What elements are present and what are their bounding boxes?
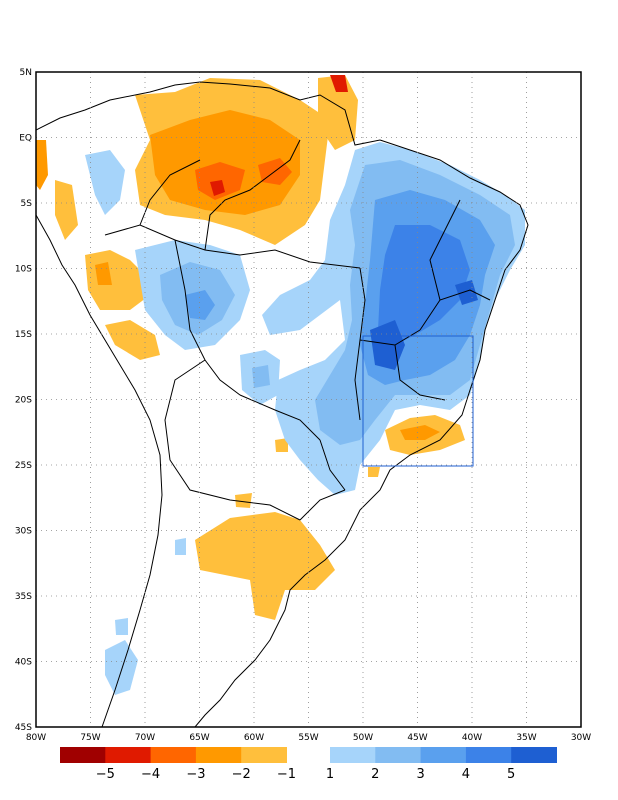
colorbar-negative-label: −1 [277,767,296,782]
colorbar-positive-label: 2 [371,767,379,782]
analysis-box [362,335,474,467]
lat-tick-label: 5N [20,68,32,78]
lon-tick-label: 30W [571,733,591,743]
lat-tick-label: 40S [15,658,32,668]
colorbar-positive-swatch [330,747,376,763]
colorbar-negative-label: −2 [232,767,251,782]
lon-tick-label: 70W [135,733,155,743]
south-america-coastline [36,81,529,727]
colorbar-positive-swatch [511,747,557,763]
positive-anomaly-northeast-l4 [378,225,470,345]
lon-tick-label: 35W [516,733,536,743]
lon-tick-label: 40W [462,733,482,743]
lat-tick-label: 35S [15,592,32,602]
lon-tick-label: 60W [244,733,264,743]
colorbar-negative-label: −5 [96,767,115,782]
negative-anomaly-ne-tip-core [330,75,348,92]
negative-anomaly-bolivia [105,320,160,360]
lat-tick-label: 15S [15,330,32,340]
lat-tick-label: EQ [19,134,32,144]
lon-tick-label: 75W [80,733,100,743]
lat-tick-label: 5S [21,199,33,209]
colorbar-negative-swatch [195,747,242,763]
latitude-labels: 5N EQ 5S 10S 15S 20S 25S 30S 35S 40S 45S [15,68,32,733]
lon-tick-label: 45W [407,733,427,743]
colorbar-positive-label: 3 [416,767,424,782]
lon-tick-label: 50W [353,733,373,743]
negative-anomaly-argentina [195,512,335,620]
colorbar: −5 −4 −3 −2 −1 1 2 3 4 5 [60,747,557,782]
negative-anomaly-north-max [210,180,225,196]
negative-anomaly-west-coast [36,140,48,190]
lat-tick-label: 45S [15,723,32,733]
colorbar-negative-swatch [241,747,287,763]
lon-tick-label: 65W [189,733,209,743]
coastlines [36,81,529,727]
positive-anomaly-south2 [115,618,128,635]
positive-anomaly-northeast-l5b [455,280,478,305]
lon-tick-label: 55W [298,733,318,743]
longitude-labels: 80W 75W 70W 65W 60W 55W 50W 45W 40W 35W 30W [26,733,591,743]
lat-tick-label: 10S [15,265,32,275]
negative-anomaly-small1 [275,438,288,452]
lat-tick-label: 20S [15,396,32,406]
colorbar-positive-swatch [375,747,422,763]
negative-anomaly-north-core [150,110,300,215]
negative-anomaly-ne-tip [318,75,358,150]
colorbar-positive-label: 1 [326,767,334,782]
colorbar-negative-label: −4 [141,767,160,782]
colorbar-negative-swatch [60,747,106,763]
colorbar-positive-label: 5 [507,767,515,782]
negative-anomaly-se-brazil-core [400,425,440,440]
grid-lines [36,72,581,727]
colorbar-negative-label: −3 [186,767,205,782]
positive-anomaly-colombia [85,150,125,215]
country-borders [104,139,361,521]
colorbar-positive-label: 4 [462,767,470,782]
positive-anomaly-south [105,640,138,695]
brazil-states [354,199,491,421]
positive-anomaly-bolivia-l3 [185,290,215,320]
positive-anomaly-pantanal-l2 [252,365,270,388]
colorbar-negative-swatch [150,747,197,763]
positive-anomaly-northeast-l5 [370,320,405,370]
anomaly-shading [36,75,525,695]
negative-anomaly-small2 [235,493,252,508]
lat-tick-label: 25S [15,461,32,471]
colorbar-positive-swatch [420,747,467,763]
positive-anomaly-small-b1 [175,538,186,555]
colorbar-negative-swatch [105,747,152,763]
negative-anomaly-small3 [368,467,380,477]
negative-anomaly-west-coast2 [55,180,78,240]
lat-tick-label: 30S [15,527,32,537]
map-frame [35,71,582,728]
lon-tick-label: 80W [26,733,46,743]
colorbar-positive-swatch [465,747,512,763]
negative-anomaly-peru-core [95,262,112,285]
